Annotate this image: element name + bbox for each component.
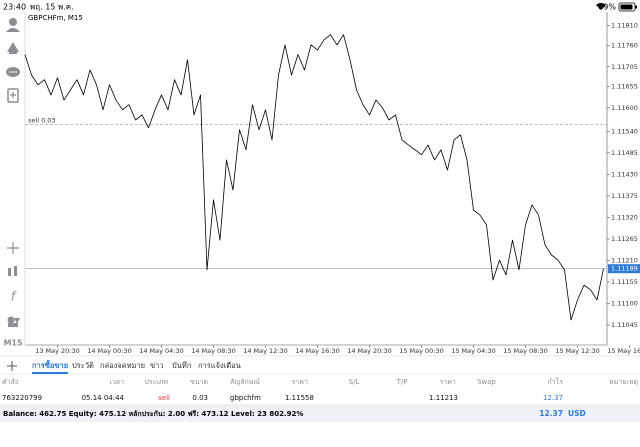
y-tick-label: 1.11540 xyxy=(611,127,638,135)
x-tick-label: 14 May 20:30 xyxy=(347,347,392,355)
y-tick-label: 1.11600 xyxy=(611,104,638,112)
objects-icon[interactable] xyxy=(7,316,21,328)
currency: USD xyxy=(568,409,586,418)
chart-title: GBPCHFm, M15 xyxy=(28,14,83,22)
x-tick-label: 15 May 00:30 xyxy=(399,347,444,355)
table-header: คำสั่ง xyxy=(2,377,18,386)
account-summary: Balance: 462.75 Equity: 475.12 หลักประกั… xyxy=(3,410,303,418)
table-cell: 1.11213 xyxy=(429,394,458,402)
tab[interactable]: การซื้อขาย xyxy=(32,359,68,370)
add-tab-button[interactable] xyxy=(7,361,17,371)
tab[interactable]: ข่าว xyxy=(150,361,164,370)
table-cell: 05.14 04:44 xyxy=(82,394,125,402)
crosshair-icon[interactable] xyxy=(7,242,19,254)
tab[interactable]: กล่องจดหมาย xyxy=(100,361,145,370)
y-tick-label: 1.11265 xyxy=(611,235,638,243)
y-tick-label: 1.11485 xyxy=(611,149,638,157)
footer-background xyxy=(0,405,640,422)
x-tick-label: 15 May 08:30 xyxy=(503,347,548,355)
x-tick-label: 15 May 12:30 xyxy=(555,347,600,355)
status-date: พฤ. 15 พ.ค. xyxy=(30,3,74,12)
tab[interactable]: ประวัติ xyxy=(72,361,94,370)
table-header: ราคา xyxy=(292,378,308,386)
function-icon[interactable]: f xyxy=(11,290,17,304)
chat-icon[interactable] xyxy=(6,67,20,77)
y-tick-label: 1.11155 xyxy=(611,278,638,286)
y-tick-label: 1.11320 xyxy=(611,213,638,221)
table-cell: 0.03 xyxy=(192,394,208,402)
status-time: 23:40 xyxy=(3,3,26,12)
battery-level: 89% xyxy=(598,3,616,12)
x-tick-label: 15 May 04:30 xyxy=(451,347,496,355)
table-cell: 1.11558 xyxy=(285,394,314,402)
account-icon[interactable] xyxy=(6,18,20,32)
table-header: เวลา xyxy=(109,378,124,386)
table-header: กำไร xyxy=(548,377,564,386)
wifi-icon xyxy=(596,3,606,10)
table-header: หมายเหตุ xyxy=(609,378,638,386)
x-tick-label: 15 May 16:30 xyxy=(607,347,640,355)
y-tick-label: 1.11100 xyxy=(611,300,638,308)
y-tick-label: 1.11045 xyxy=(611,321,638,329)
y-tick-label: 1.11705 xyxy=(611,63,638,71)
x-tick-label: 14 May 00:30 xyxy=(87,347,132,355)
table-header: ราคา xyxy=(440,378,456,386)
x-tick-label: 13 May 20:30 xyxy=(35,347,80,355)
x-tick-label: 14 May 12:30 xyxy=(243,347,288,355)
trade-icon[interactable] xyxy=(7,42,19,54)
current-price-label: 1.11189 xyxy=(611,265,638,273)
timeframe-button[interactable]: M15 xyxy=(3,339,23,348)
chart: GBPCHFm, M15 1.11045 1.11100 1.11155 1.1121… xyxy=(24,12,640,355)
battery-icon xyxy=(618,2,637,12)
table-header: Swap xyxy=(477,378,496,386)
x-tick-label: 14 May 08:30 xyxy=(191,347,236,355)
x-tick-label: 14 May 16:30 xyxy=(295,347,340,355)
y-tick-label: 1.11760 xyxy=(611,41,638,49)
table-header: S/L xyxy=(349,378,360,386)
y-tick-label: 1.11375 xyxy=(611,192,638,200)
table-cell: 763220799 xyxy=(2,394,42,402)
table-header: ขนาด xyxy=(190,378,208,386)
svg-text:f: f xyxy=(11,290,17,304)
order-label: sell 0.03 xyxy=(28,116,56,124)
tab[interactable]: การแจ้งเตือน xyxy=(198,361,241,370)
table-cell: gbpchfm xyxy=(230,394,261,402)
price-line xyxy=(24,34,604,321)
y-tick-label: 1.11655 xyxy=(611,82,638,90)
table-header: สัญลักษณ์ xyxy=(230,378,260,386)
table-cell: sell xyxy=(158,394,170,402)
x-tick-label: 14 May 04:30 xyxy=(139,347,184,355)
y-tick-label: 1.11210 xyxy=(611,256,638,264)
table-cell: 12.37 xyxy=(543,394,563,402)
total-profit: 12.37 xyxy=(539,409,563,418)
active-tab-indicator xyxy=(32,372,68,374)
new-order-icon[interactable] xyxy=(7,88,19,103)
tab[interactable]: บันทึก xyxy=(172,361,191,370)
y-tick-label: 1.11810 xyxy=(611,22,638,30)
current-price-box xyxy=(608,264,640,274)
table-header: ประเภท xyxy=(144,378,168,386)
toolbar: f M15 xyxy=(3,18,23,348)
indicators-icon[interactable] xyxy=(8,266,17,276)
table-header: T/P xyxy=(396,378,408,386)
y-tick-label: 1.11430 xyxy=(611,170,638,178)
